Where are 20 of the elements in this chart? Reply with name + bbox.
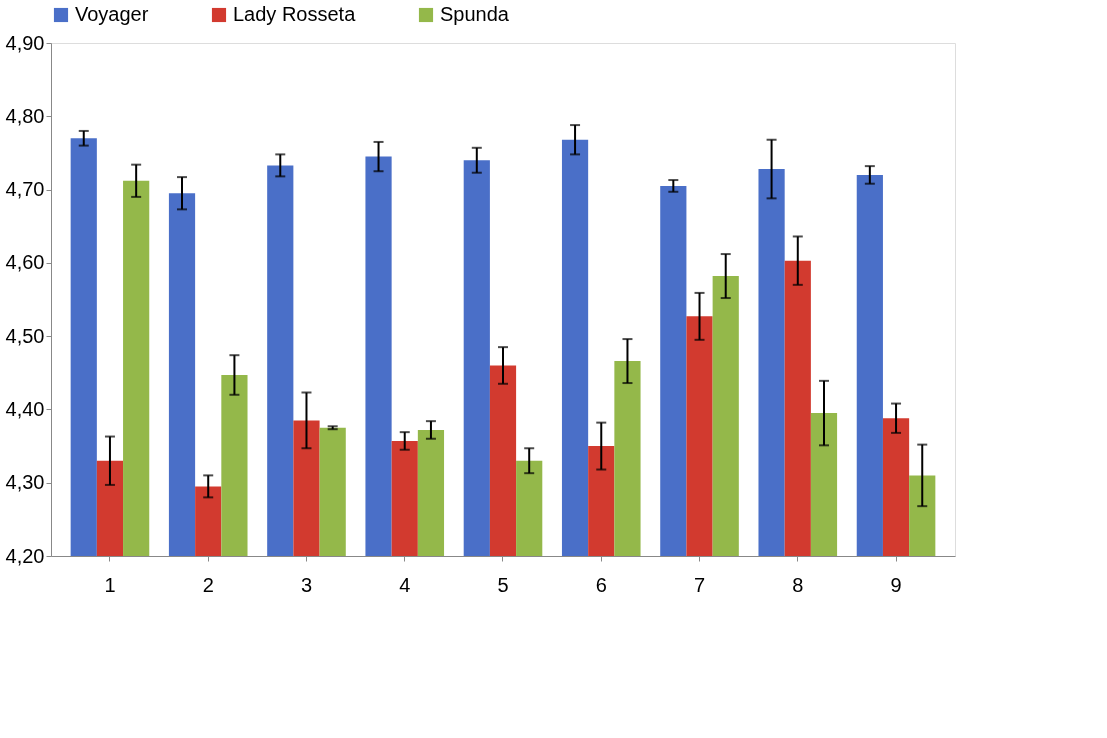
- x-tick-label: 4: [399, 573, 411, 596]
- x-tick-label: 9: [890, 573, 902, 596]
- x-tick-label: 1: [104, 573, 116, 596]
- y-tick-label: 4,40: [5, 397, 45, 420]
- y-tick-label: 4,50: [5, 324, 45, 347]
- x-tick-label: 2: [202, 573, 214, 596]
- x-tick-label: 3: [300, 573, 313, 596]
- y-tick-label: 4,90: [5, 31, 45, 54]
- x-tick-label: 7: [693, 573, 706, 596]
- y-tick-label: 4,20: [5, 544, 45, 567]
- y-tick-label: 4,60: [5, 251, 45, 274]
- x-tick-label: 6: [595, 573, 607, 596]
- legend-label: Voyager: [75, 3, 149, 25]
- legend-label: Lady Rosseta: [233, 3, 357, 25]
- x-tick-label: 5: [497, 573, 509, 596]
- legend-label: Spunda: [440, 3, 510, 25]
- y-tick-label: 4,30: [5, 471, 45, 494]
- y-tick-label: 4,80: [5, 104, 45, 127]
- x-tick-label: 8: [792, 573, 804, 596]
- y-tick-label: 4,70: [5, 178, 45, 201]
